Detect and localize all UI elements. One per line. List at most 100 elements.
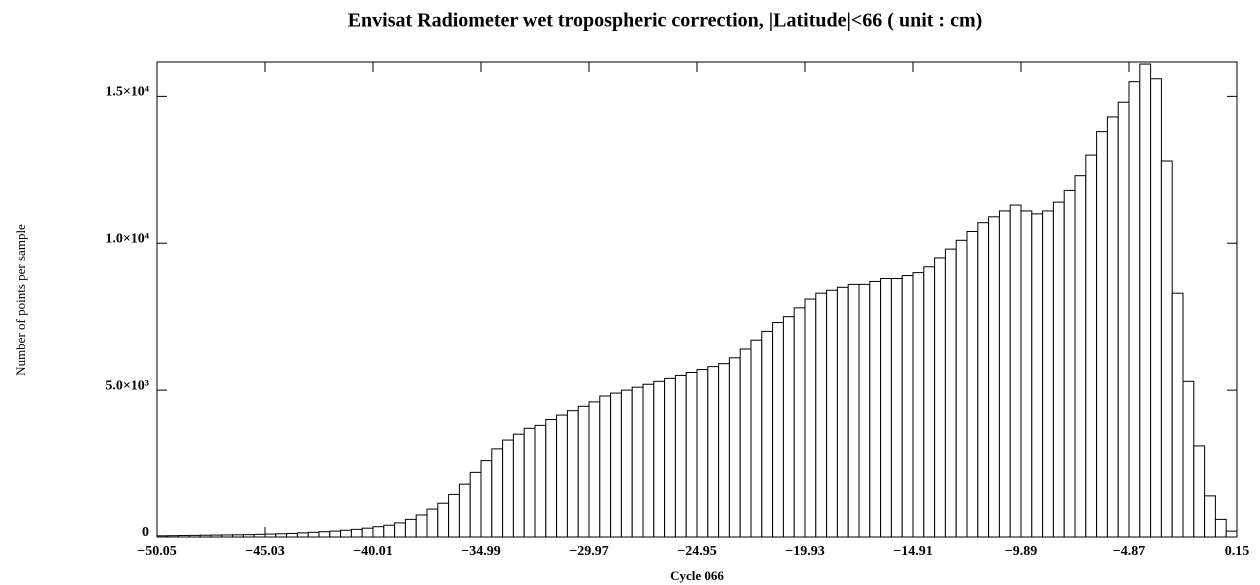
bar — [415, 514, 428, 538]
bar — [469, 471, 482, 538]
bar — [1117, 101, 1130, 538]
bar — [383, 524, 396, 538]
y-axis-label: Number of points per sample — [13, 224, 28, 376]
bar — [1096, 131, 1108, 538]
bar — [534, 424, 547, 538]
bar — [804, 298, 817, 538]
bar — [394, 522, 406, 538]
bar — [631, 386, 644, 538]
bar — [847, 283, 860, 538]
bar — [599, 395, 612, 538]
chart-title: Envisat Radiometer wet tropospheric corr… — [348, 10, 983, 32]
bar — [718, 363, 730, 538]
x-tick-label: 0.15 — [1225, 544, 1250, 559]
x-tick-label: −50.05 — [137, 544, 176, 559]
bar — [782, 316, 795, 538]
bar — [1074, 175, 1087, 538]
bar — [491, 448, 504, 538]
bar — [653, 380, 666, 538]
bar — [793, 307, 806, 538]
bar — [588, 401, 601, 538]
bar — [577, 405, 590, 538]
bar — [1063, 189, 1076, 538]
bar — [901, 275, 914, 538]
bar — [361, 527, 374, 538]
bar — [815, 292, 828, 538]
bar — [1160, 160, 1173, 538]
x-tick-label: −45.03 — [245, 544, 284, 559]
bar — [642, 383, 655, 538]
bar — [944, 248, 957, 538]
bar — [696, 369, 709, 538]
bar — [772, 322, 784, 538]
x-tick-label: −4.87 — [1113, 544, 1145, 559]
bar — [1171, 292, 1184, 538]
bar — [890, 277, 903, 538]
y-tick-label: 5.0×10³ — [105, 378, 149, 393]
bar — [1139, 63, 1152, 538]
x-tick-label: −19.93 — [785, 544, 824, 559]
bar — [1225, 530, 1238, 538]
bar — [1052, 201, 1065, 538]
bar — [1214, 518, 1227, 538]
bar — [556, 414, 568, 538]
y-tick-label: 0 — [142, 525, 149, 540]
bar — [685, 371, 698, 538]
bar — [1042, 210, 1054, 538]
bar — [523, 427, 536, 538]
bar — [437, 502, 450, 538]
bar — [750, 339, 763, 538]
bar — [826, 289, 838, 538]
bar — [858, 283, 871, 538]
bar — [934, 257, 946, 538]
bar — [1020, 210, 1033, 538]
x-tick-label: −9.89 — [1005, 544, 1037, 559]
bar — [512, 433, 525, 538]
bar — [739, 348, 752, 538]
bar — [1085, 154, 1098, 538]
bar — [1182, 380, 1195, 538]
bar — [307, 531, 320, 538]
y-tick-label: 1.0×10⁴ — [105, 231, 149, 246]
bar — [998, 210, 1011, 538]
bar — [988, 216, 1000, 538]
bar — [340, 529, 352, 538]
bar — [761, 330, 774, 538]
bar — [977, 222, 990, 538]
x-axis-label: Cycle 066 — [670, 568, 724, 583]
bar — [566, 410, 579, 538]
bar — [1031, 213, 1044, 538]
bar — [912, 272, 925, 538]
x-tick-label: −24.95 — [677, 544, 716, 559]
x-tick-label: −29.97 — [569, 544, 608, 559]
bar — [610, 392, 622, 538]
bar — [923, 266, 936, 538]
bar — [1150, 78, 1162, 538]
bar — [545, 418, 558, 538]
bar — [318, 531, 331, 538]
bar — [296, 532, 309, 538]
bar — [350, 528, 363, 538]
bar — [664, 377, 676, 538]
bar — [1009, 204, 1022, 538]
bar — [880, 277, 892, 538]
x-tick-label: −34.99 — [461, 544, 500, 559]
bar — [480, 460, 493, 538]
bar — [836, 286, 849, 538]
bar — [1106, 116, 1119, 538]
bar — [707, 366, 720, 538]
bar — [1128, 81, 1141, 538]
bar — [329, 530, 342, 538]
x-tick-label: −40.01 — [353, 544, 392, 559]
x-tick-label: −14.91 — [893, 544, 932, 559]
bar — [869, 280, 882, 538]
bar — [620, 389, 633, 538]
bar — [448, 493, 460, 538]
bar — [955, 239, 968, 538]
bar — [458, 483, 471, 538]
bar — [728, 357, 741, 538]
y-tick-label: 1.5×10⁴ — [105, 85, 149, 100]
bar — [1193, 445, 1206, 538]
bar — [1204, 495, 1216, 538]
